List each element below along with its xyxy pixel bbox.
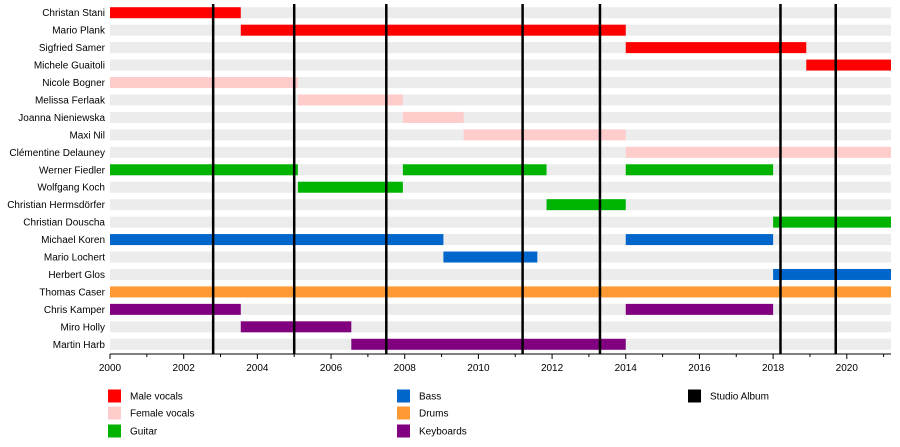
member-bars	[110, 7, 891, 350]
member-bar	[625, 42, 807, 54]
x-tick-label: 2008	[394, 363, 417, 374]
x-tick-label: 2018	[762, 363, 785, 374]
x-tick-label: 2002	[173, 363, 196, 374]
legend-label: Female vocals	[130, 409, 194, 420]
legend-swatch	[108, 424, 121, 438]
x-tick-label: 2020	[836, 363, 859, 374]
row-band	[110, 146, 891, 158]
member-bar	[625, 146, 891, 158]
legend-label: Bass	[419, 392, 441, 403]
legend-swatch	[108, 406, 121, 420]
member-label: Christian Douscha	[23, 218, 105, 229]
x-tick-label: 2012	[541, 363, 564, 374]
member-label: Christian Hermsdörfer	[7, 200, 105, 211]
member-bar	[463, 129, 626, 141]
member-bar	[110, 286, 891, 298]
member-bar	[110, 303, 241, 315]
member-bar	[625, 164, 774, 176]
member-label: Michele Guaitoli	[34, 61, 105, 72]
member-label: Miro Holly	[61, 322, 105, 333]
member-label: Clémentine Delauney	[9, 148, 105, 159]
legend-swatch	[397, 406, 410, 420]
member-bar	[443, 251, 538, 263]
row-band	[110, 7, 891, 19]
x-axis: 2000 2002 2004 2006 2008 2010 2012 2014 2016 2018…	[99, 353, 891, 374]
member-bar	[625, 234, 774, 246]
member-label: Herbert Glos	[48, 270, 105, 281]
x-tick-label: 2016	[688, 363, 711, 374]
x-tick-label: 2014	[615, 363, 638, 374]
member-label: Melissa Ferlaak	[35, 95, 106, 106]
member-bar	[110, 234, 444, 246]
row-band	[110, 77, 891, 89]
member-bar	[402, 111, 464, 123]
member-bar	[351, 338, 626, 350]
row-bands	[110, 7, 891, 350]
row-band	[110, 303, 891, 315]
member-label: Michael Koren	[41, 235, 105, 246]
row-band	[110, 268, 891, 280]
member-label: Nicole Bogner	[42, 78, 105, 89]
member-bar	[402, 164, 547, 176]
member-labels: Christan Stani Mario Plank Sigfried Samer M…	[7, 8, 106, 351]
row-band	[110, 59, 891, 71]
legend-swatch	[397, 424, 410, 438]
member-bar	[297, 181, 403, 193]
legend-label: Studio Album	[710, 392, 769, 403]
legend-label: Guitar	[130, 427, 158, 438]
legend-swatch	[397, 389, 410, 403]
legend-label: Keyboards	[419, 427, 467, 438]
x-tick-label: 2000	[99, 363, 122, 374]
row-band	[110, 234, 891, 246]
member-label: Maxi Nil	[69, 130, 105, 141]
legend-label: Drums	[419, 409, 448, 420]
album-lines	[211, 4, 837, 354]
member-bar	[110, 164, 298, 176]
row-band	[110, 42, 891, 54]
row-band	[110, 181, 891, 193]
member-label: Wolfgang Koch	[37, 183, 105, 194]
member-label: Chris Kamper	[44, 305, 106, 316]
legend-swatch	[688, 389, 701, 403]
row-band	[110, 111, 891, 123]
member-label: Joanna Nieniewska	[18, 113, 105, 124]
x-tick-label: 2006	[320, 363, 343, 374]
legend-label: Male vocals	[130, 392, 183, 403]
row-band	[110, 216, 891, 228]
member-label: Martin Harb	[53, 340, 106, 351]
member-bar	[240, 24, 626, 36]
member-bar	[773, 268, 891, 280]
member-bar	[110, 77, 298, 89]
x-tick-label: 2004	[246, 363, 269, 374]
x-tick-label: 2010	[467, 363, 490, 374]
member-label: Thomas Caser	[39, 287, 105, 298]
member-label: Mario Lochert	[44, 253, 105, 264]
member-label: Sigfried Samer	[39, 43, 106, 54]
row-band	[110, 321, 891, 333]
member-bar	[546, 199, 626, 211]
member-bar	[773, 216, 891, 228]
row-band	[110, 94, 891, 106]
member-bar	[240, 321, 352, 333]
row-band	[110, 199, 891, 211]
member-bar	[110, 7, 241, 19]
member-bar	[297, 94, 403, 106]
member-label: Christan Stani	[42, 8, 105, 19]
member-label: Werner Fiedler	[39, 165, 106, 176]
legend: Male vocals Female vocals Guitar Bass Drums K…	[108, 389, 769, 438]
legend-swatch	[108, 389, 121, 403]
member-label: Mario Plank	[52, 26, 106, 37]
member-bar	[806, 59, 891, 71]
member-bar	[625, 303, 774, 315]
